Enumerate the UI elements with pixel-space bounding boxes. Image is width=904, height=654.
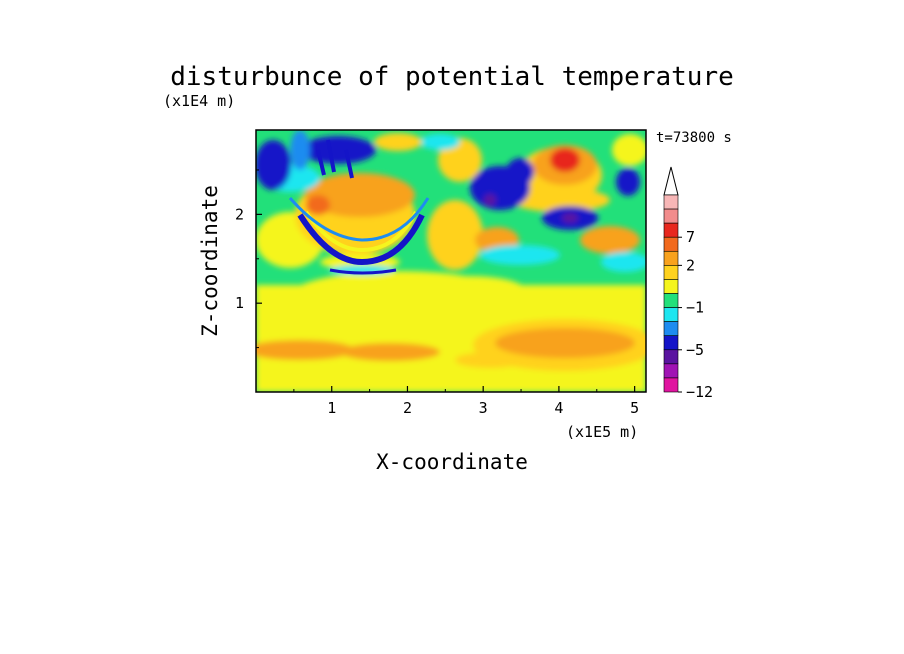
x-tick-label: 1 <box>327 399 336 417</box>
colorbar-tick-label: 2 <box>686 256 695 274</box>
colorbar-swatch <box>663 236 679 252</box>
x-axis-label: X-coordinate <box>376 450 528 474</box>
y-axis: 12 <box>235 169 262 349</box>
y-unit-label: (x1E4 m) <box>163 92 235 110</box>
colorbar: 7 2 −1 −5 −12 <box>663 166 713 401</box>
colorbar-tick-label: −5 <box>686 341 704 359</box>
y-tick-label: 2 <box>235 205 244 223</box>
x-axis: 1 2 3 4 5 <box>293 386 639 417</box>
colorbar-tick-label: −1 <box>686 299 704 317</box>
heatmap-field <box>256 130 646 392</box>
colorbar-swatch <box>663 279 679 294</box>
colorbar-tick-label: 7 <box>686 228 695 246</box>
colorbar-extend-arrow <box>663 166 679 196</box>
colorbar-swatch <box>663 293 679 308</box>
x-tick-label: 2 <box>403 399 412 417</box>
colorbar-swatch <box>663 194 679 210</box>
colorbar-swatch <box>663 265 679 280</box>
y-tick-label: 1 <box>235 294 244 312</box>
x-unit-label: (x1E5 m) <box>566 423 638 441</box>
x-tick-label: 3 <box>479 399 488 417</box>
colorbar-swatch <box>663 307 679 322</box>
colorbar-swatch <box>663 363 679 379</box>
plot-frame <box>255 129 647 393</box>
colorbar-swatch <box>663 222 679 238</box>
colorbar-swatch <box>663 377 679 393</box>
colorbar-swatch <box>663 335 679 351</box>
y-axis-label: Z-coordinate <box>198 185 222 337</box>
time-label: t=73800 s <box>656 130 732 146</box>
colorbar-swatch <box>663 321 679 337</box>
x-tick-label: 4 <box>554 399 563 417</box>
colorbar-tick-label: −12 <box>686 383 713 401</box>
x-tick-label: 5 <box>630 399 639 417</box>
colorbar-swatch <box>663 349 679 365</box>
colorbar-swatch <box>663 250 679 266</box>
chart-title: disturbunce of potential temperature <box>170 62 734 92</box>
colorbar-swatch <box>663 208 679 224</box>
